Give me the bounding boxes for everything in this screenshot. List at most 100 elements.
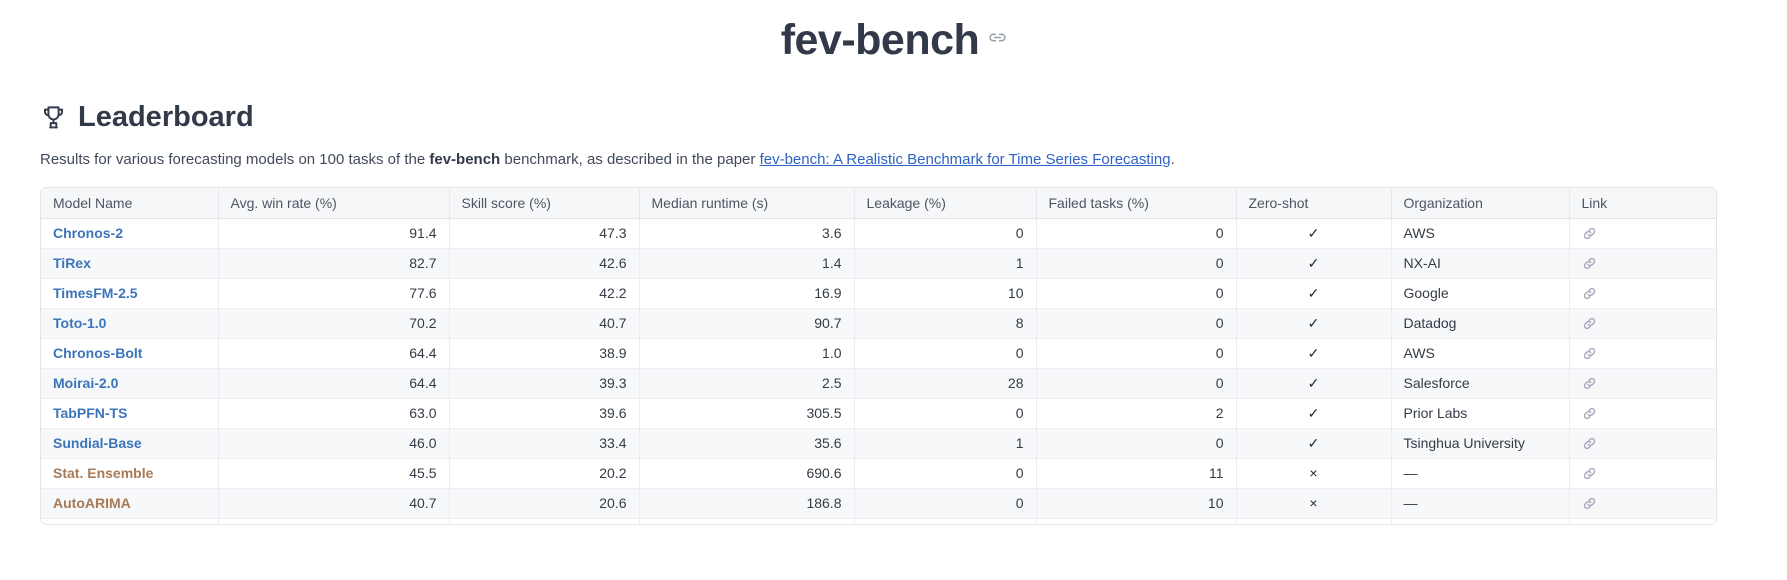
col-header-leakage[interactable]: Leakage (%): [854, 188, 1037, 219]
model-link[interactable]: Chronos-Bolt: [53, 345, 143, 361]
avg-win-rate-cell: 45.5: [218, 457, 450, 488]
median-runtime-cell: 1.0: [639, 337, 855, 368]
zero-shot-cell: ✓: [1236, 247, 1392, 278]
failed-tasks-cell: 0: [1036, 247, 1237, 278]
organization-cell: AWS: [1391, 218, 1570, 248]
model-link[interactable]: AutoARIMA: [53, 495, 131, 511]
organization-cell: Tsinghua University: [1391, 427, 1570, 458]
table-row: Chronos-Bolt 64.4 38.9 1.0 0 0 ✓ AWS: [41, 337, 1716, 368]
description-prefix: Results for various forecasting models o…: [40, 151, 430, 168]
model-name-cell: TiRex: [41, 247, 219, 278]
table-header: Model Name Avg. win rate (%) Skill score…: [41, 188, 1716, 219]
model-link[interactable]: Moirai-2.0: [53, 375, 119, 391]
col-header-skill-score[interactable]: Skill score (%): [449, 188, 640, 219]
table-row: Chronos-2 91.4 47.3 3.6 0 0 ✓ AWS: [41, 218, 1716, 248]
col-header-avg-win-rate[interactable]: Avg. win rate (%): [218, 188, 450, 219]
median-runtime-cell: 690.6: [639, 457, 855, 488]
empty-cell: [449, 517, 640, 524]
skill-score-cell: 39.6: [449, 397, 640, 428]
table-row: Stat. Ensemble 45.5 20.2 690.6 0 11 × —: [41, 457, 1716, 488]
skill-score-cell: 20.6: [449, 487, 640, 518]
failed-tasks-cell: 2: [1036, 397, 1237, 428]
median-runtime-cell: 90.7: [639, 307, 855, 338]
median-runtime-cell: 305.5: [639, 397, 855, 428]
failed-tasks-cell: 0: [1036, 337, 1237, 368]
row-link-icon[interactable]: [1582, 466, 1705, 481]
zero-shot-cell: ✓: [1236, 427, 1392, 458]
model-link[interactable]: Toto-1.0: [53, 315, 107, 331]
median-runtime-cell: 2.5: [639, 367, 855, 398]
model-link[interactable]: TimesFM-2.5: [53, 285, 138, 301]
link-cell: [1569, 487, 1716, 518]
col-header-link[interactable]: Link: [1569, 188, 1716, 219]
empty-cell: [1391, 517, 1570, 524]
description: Results for various forecasting models o…: [40, 151, 1747, 168]
model-link[interactable]: TabPFN-TS: [53, 405, 128, 421]
leakage-cell: 0: [854, 397, 1037, 428]
failed-tasks-cell: 11: [1036, 457, 1237, 488]
model-name-cell: TabPFN-TS: [41, 397, 219, 428]
skill-score-cell: 40.7: [449, 307, 640, 338]
model-name-cell: Chronos-2: [41, 218, 219, 248]
avg-win-rate-cell: 64.4: [218, 367, 450, 398]
zero-shot-cell: ×: [1236, 487, 1392, 518]
zero-shot-cell: ✓: [1236, 277, 1392, 308]
skill-score-cell: 42.2: [449, 277, 640, 308]
page-title: fev-bench: [780, 16, 980, 64]
model-name-cell: Stat. Ensemble: [41, 457, 219, 488]
leakage-cell: 0: [854, 457, 1037, 488]
avg-win-rate-cell: 91.4: [218, 218, 450, 248]
median-runtime-cell: 1.4: [639, 247, 855, 278]
col-header-organization[interactable]: Organization: [1391, 188, 1570, 219]
link-cell: [1569, 277, 1716, 308]
leaderboard-heading: Leaderboard: [40, 101, 1747, 134]
row-link-icon[interactable]: [1582, 436, 1705, 451]
organization-cell: —: [1391, 487, 1570, 518]
leaderboard-tbody: Chronos-2 91.4 47.3 3.6 0 0 ✓ AWS TiRex 82.7 42.6…: [41, 218, 1716, 524]
row-link-icon[interactable]: [1582, 406, 1705, 421]
leakage-cell: 28: [854, 367, 1037, 398]
row-link-icon[interactable]: [1582, 226, 1705, 241]
organization-cell: Prior Labs: [1391, 397, 1570, 428]
row-link-icon[interactable]: [1582, 286, 1705, 301]
failed-tasks-cell: 0: [1036, 218, 1237, 248]
leakage-cell: 0: [854, 337, 1037, 368]
leakage-cell: 0: [854, 487, 1037, 518]
skill-score-cell: 47.3: [449, 218, 640, 248]
title-anchor-link-icon[interactable]: [989, 29, 1006, 51]
col-header-median-runtime[interactable]: Median runtime (s): [639, 188, 855, 219]
model-name-cell: AutoARIMA: [41, 487, 219, 518]
model-link[interactable]: Stat. Ensemble: [53, 465, 154, 481]
paper-link[interactable]: fev-bench: A Realistic Benchmark for Tim…: [759, 151, 1171, 168]
row-link-icon[interactable]: [1582, 316, 1705, 331]
leakage-cell: 1: [854, 427, 1037, 458]
model-link[interactable]: TiRex: [53, 255, 91, 271]
model-link[interactable]: Sundial-Base: [53, 435, 142, 451]
row-link-icon[interactable]: [1582, 346, 1705, 361]
empty-cell: [1036, 517, 1237, 524]
col-header-failed-tasks[interactable]: Failed tasks (%): [1036, 188, 1237, 219]
failed-tasks-cell: 0: [1036, 307, 1237, 338]
avg-win-rate-cell: 77.6: [218, 277, 450, 308]
row-link-icon[interactable]: [1582, 496, 1705, 511]
skill-score-cell: 42.6: [449, 247, 640, 278]
row-link-icon[interactable]: [1582, 376, 1705, 391]
organization-cell: Google: [1391, 277, 1570, 308]
description-benchmark-name: fev-bench: [429, 151, 501, 168]
leaderboard-table: Model Name Avg. win rate (%) Skill score…: [40, 187, 1717, 525]
model-name-cell: Sundial-Base: [41, 427, 219, 458]
link-cell: [1569, 367, 1716, 398]
table-row: Sundial-Base 46.0 33.4 35.6 1 0 ✓ Tsinghua Univ…: [41, 427, 1716, 458]
zero-shot-cell: ✓: [1236, 367, 1392, 398]
skill-score-cell: 38.9: [449, 337, 640, 368]
table-row: TimesFM-2.5 77.6 42.2 16.9 10 0 ✓ Google: [41, 277, 1716, 308]
col-header-zero-shot[interactable]: Zero-shot: [1236, 188, 1392, 219]
leakage-cell: 8: [854, 307, 1037, 338]
row-link-icon[interactable]: [1582, 256, 1705, 271]
model-link[interactable]: Chronos-2: [53, 225, 123, 241]
model-name-cell: Toto-1.0: [41, 307, 219, 338]
avg-win-rate-cell: 70.2: [218, 307, 450, 338]
col-header-model-name[interactable]: Model Name: [41, 188, 219, 219]
link-cell: [1569, 427, 1716, 458]
empty-cell: [854, 517, 1037, 524]
